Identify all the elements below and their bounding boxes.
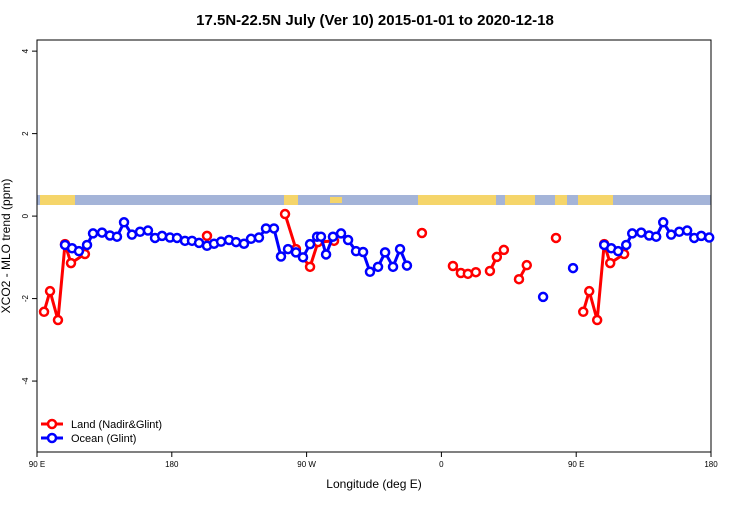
y-tick-label: 4 [21, 48, 30, 53]
data-point [279, 208, 291, 220]
y-tick-label: -2 [21, 294, 30, 302]
data-point [253, 232, 265, 243]
data-point [665, 229, 677, 240]
y-tick-label: -4 [21, 377, 30, 385]
data-point [604, 257, 616, 269]
x-tick-label: 0 [439, 460, 444, 469]
data-point [245, 233, 257, 245]
data-point [201, 230, 213, 242]
x-tick-label: 90 E [568, 460, 584, 469]
data-point [297, 252, 309, 263]
y-tick-label: 2 [21, 131, 30, 136]
data-point [462, 268, 474, 280]
legend-label: Land (Nadir&Glint) [71, 419, 162, 431]
data-point [304, 261, 316, 273]
data-point [142, 225, 154, 236]
data-point [357, 246, 369, 258]
data-point [38, 306, 50, 318]
data-point [673, 226, 685, 238]
data-point [73, 245, 85, 257]
legend-label: Ocean (Glint) [71, 433, 136, 445]
data-point [591, 314, 603, 326]
data-point [550, 232, 562, 244]
data-point [577, 306, 589, 318]
data-point [304, 238, 316, 250]
data-point [87, 228, 99, 239]
data-point [364, 266, 376, 278]
data-point [612, 245, 624, 257]
data-point [156, 230, 168, 242]
data-point [134, 226, 146, 238]
x-axis-label: Longitude (deg E) [326, 477, 421, 491]
data-point [379, 247, 391, 258]
data-point [290, 247, 302, 258]
data-point [703, 232, 715, 243]
x-tick-label: 180 [704, 460, 718, 469]
plot-frame [36, 39, 712, 453]
data-point [484, 265, 496, 277]
legend-marker [46, 418, 58, 430]
x-tick-label: 180 [165, 460, 179, 469]
data-point [620, 239, 632, 251]
data-point [491, 251, 503, 263]
y-tick-label: 0 [21, 213, 30, 218]
data-point [327, 231, 339, 242]
data-point [52, 314, 64, 326]
data-point [126, 229, 138, 240]
data-point [521, 259, 533, 271]
data-point [681, 225, 693, 236]
data-point [650, 231, 662, 242]
data-point [372, 261, 384, 273]
data-point [401, 260, 413, 271]
data-point [394, 243, 406, 255]
data-point [44, 285, 56, 297]
data-point [626, 228, 638, 239]
data-point [696, 230, 707, 242]
data-point [342, 234, 354, 246]
data-point [583, 285, 595, 297]
data-point [65, 257, 77, 269]
y-axis-label: XCO2 - MLO trend (ppm) [0, 179, 13, 314]
data-point [268, 223, 280, 234]
data-point [315, 231, 327, 242]
data-point [238, 238, 250, 249]
data-point [470, 266, 482, 278]
data-point [215, 236, 227, 247]
data-point [387, 261, 399, 273]
data-point [657, 217, 669, 228]
x-tick-label: 90 E [29, 460, 45, 469]
data-point [513, 273, 525, 285]
data-point [416, 227, 428, 239]
land-sea-strip [37, 195, 711, 205]
legend-marker [46, 432, 58, 444]
data-point [335, 228, 347, 239]
chart-title: 17.5N-22.5N July (Ver 10) 2015-01-01 to … [196, 12, 554, 29]
data-point [81, 239, 93, 251]
data-point [567, 262, 579, 274]
x-tick-label: 90 W [297, 460, 316, 469]
data-point [447, 260, 459, 272]
data-point [230, 236, 242, 248]
data-point [111, 231, 123, 242]
data-point [537, 291, 549, 303]
data-point [118, 217, 130, 228]
data-point [320, 249, 332, 260]
data-point [498, 244, 510, 256]
data-point [275, 251, 287, 262]
